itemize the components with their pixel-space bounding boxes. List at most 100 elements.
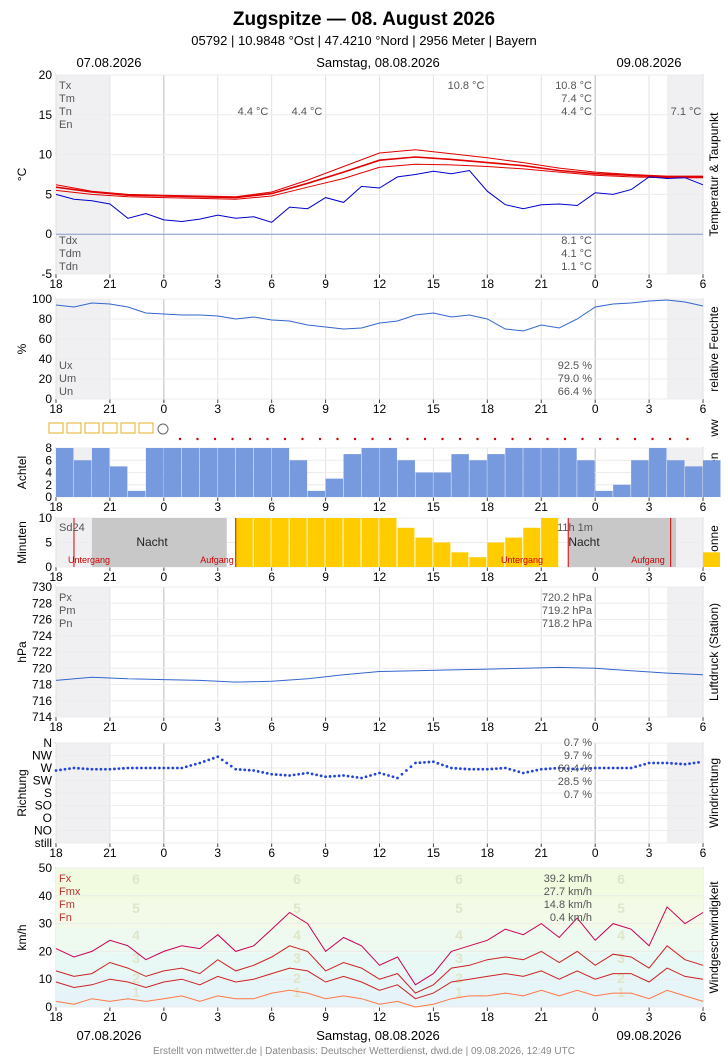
y-tick-label: N [43, 736, 52, 750]
y-tick-label: 0 [45, 1000, 52, 1014]
direction-point [81, 767, 85, 771]
page-title: Zugspitze — 08. August 2026 [233, 9, 495, 30]
x-tick-label: 15 [427, 402, 441, 416]
y-tick-label: -5 [41, 267, 52, 281]
direction-point [113, 767, 116, 771]
x-tick-label: 18 [49, 402, 63, 416]
direction-point [243, 768, 247, 772]
direction-point [261, 770, 265, 774]
ww-dot [633, 437, 637, 441]
x-tick-label: 21 [535, 277, 549, 291]
ww-symbol [120, 422, 136, 434]
ww-dot [511, 437, 514, 441]
direction-point [86, 767, 89, 771]
sun-label: Untergang [501, 555, 543, 565]
direction-point [229, 764, 233, 768]
sun-label: Nacht [568, 535, 600, 549]
direction-point [656, 761, 660, 765]
direction-point [697, 760, 700, 764]
direction-point [423, 760, 426, 764]
beaufort-band [56, 952, 703, 976]
direction-point [445, 765, 449, 768]
direction-point [274, 773, 278, 776]
x-tick-label: 3 [646, 500, 653, 514]
x-tick-label: 18 [481, 402, 495, 416]
sun-bar [235, 518, 253, 567]
date-right: 09.08.2026 [616, 55, 681, 70]
panel-sunshine: 18 21 0 3 6 9 12 15 18 21 0 3 6 10 5 0 Minuten Sonne Sd24 1… [15, 511, 721, 584]
cloud-bar [325, 478, 344, 497]
cloud-bar [541, 448, 559, 497]
direction-point [467, 767, 471, 771]
sun-bar [253, 518, 271, 567]
stat-label: Fmx [59, 886, 81, 898]
direction-point [629, 766, 633, 770]
x-tick-label: 18 [49, 1010, 63, 1024]
direction-point [414, 761, 417, 765]
stat-label: Fm [59, 899, 75, 911]
cloud-bar [469, 460, 487, 497]
cloud-bar [163, 448, 182, 497]
direction-point [611, 766, 615, 770]
direction-point [130, 766, 134, 770]
y-axis-label: hPa [15, 641, 29, 663]
cloud-bar [397, 460, 415, 497]
ww-dot [616, 437, 619, 441]
direction-point [72, 766, 76, 770]
x-tick-label: 18 [481, 1010, 495, 1024]
cloud-bar [703, 460, 721, 497]
stat-value: 4.1 °C [561, 248, 592, 260]
x-tick-label: 6 [268, 720, 275, 734]
beaufort-label: 5 [132, 900, 140, 916]
direction-point [571, 767, 575, 771]
direction-point [104, 767, 107, 771]
stat-label: Tm [59, 93, 75, 105]
direction-stat: 28.5 % [558, 776, 592, 788]
direction-point [490, 767, 494, 771]
x-tick-label: 6 [268, 277, 275, 291]
stat-value: 8.1 °C [561, 235, 592, 247]
direction-point [580, 767, 584, 771]
side-label: Temperatur & Taupunkt [707, 112, 721, 237]
direction-point [449, 766, 453, 770]
direction-point [369, 774, 372, 777]
x-tick-label: 18 [49, 277, 63, 291]
side-label: Windgeschwindigkeit [707, 881, 721, 994]
direction-point [602, 766, 606, 770]
direction-point [328, 775, 332, 778]
cloud-bar [307, 490, 326, 497]
cloud-bar [613, 484, 631, 497]
y-tick-label: 10 [39, 511, 53, 525]
x-tick-label: 12 [373, 846, 387, 860]
x-tick-label: 12 [373, 720, 387, 734]
stat-label: Fx [59, 873, 72, 885]
y-tick-label: W [41, 761, 53, 775]
direction-point [63, 767, 67, 771]
direction-point [458, 767, 462, 771]
y-tick-label: 724 [32, 629, 52, 643]
cloud-bar [73, 460, 92, 497]
series-humidity [55, 299, 704, 332]
direction-point [418, 761, 422, 765]
direction-point [171, 766, 175, 770]
x-tick-label: 21 [535, 402, 549, 416]
y-tick-label: 80 [39, 312, 53, 326]
cloud-bar [56, 448, 74, 497]
direction-point [355, 775, 359, 779]
y-tick-label: 718 [32, 678, 52, 692]
direction-point [184, 765, 188, 769]
direction-point [202, 760, 206, 763]
y-tick-label: 722 [32, 645, 52, 659]
x-tick-label: 18 [481, 277, 495, 291]
x-tick-label: 15 [427, 277, 441, 291]
direction-point [59, 768, 62, 772]
y-tick-label: 8 [45, 441, 52, 455]
direction-point [539, 767, 543, 771]
x-tick-label: 0 [160, 720, 167, 734]
ww-dot [668, 437, 672, 441]
y-tick-label: 30 [39, 917, 53, 931]
y-tick-label: 0 [45, 560, 52, 574]
direction-point [661, 761, 664, 765]
annotation: 4.4 °C [238, 106, 269, 118]
sun-label: Nacht [136, 535, 168, 549]
